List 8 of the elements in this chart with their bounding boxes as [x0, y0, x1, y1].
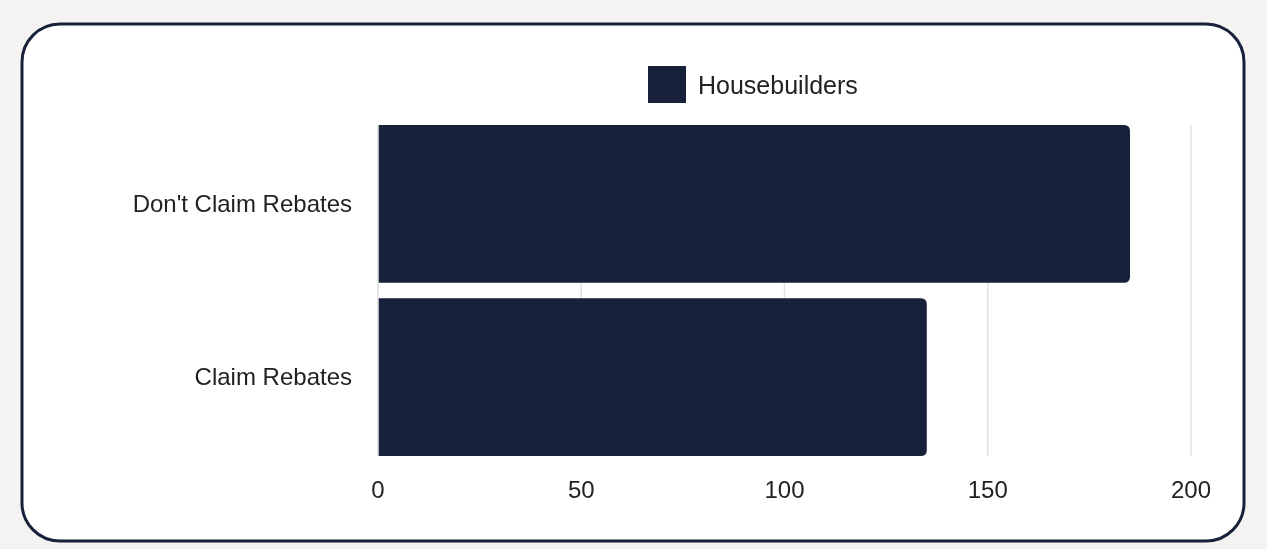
x-tick-label: 100 [764, 476, 805, 503]
x-tick-label: 0 [371, 476, 385, 503]
x-tick-label: 200 [1170, 476, 1212, 503]
y-tick-label: Don't Claim Rebates [132, 189, 352, 217]
y-tick-label: Claim Rebates [194, 363, 352, 391]
x-tick-label: 150 [967, 476, 1008, 503]
legend-label: Housebuilders [698, 71, 858, 99]
x-tick-label: 50 [567, 476, 595, 503]
